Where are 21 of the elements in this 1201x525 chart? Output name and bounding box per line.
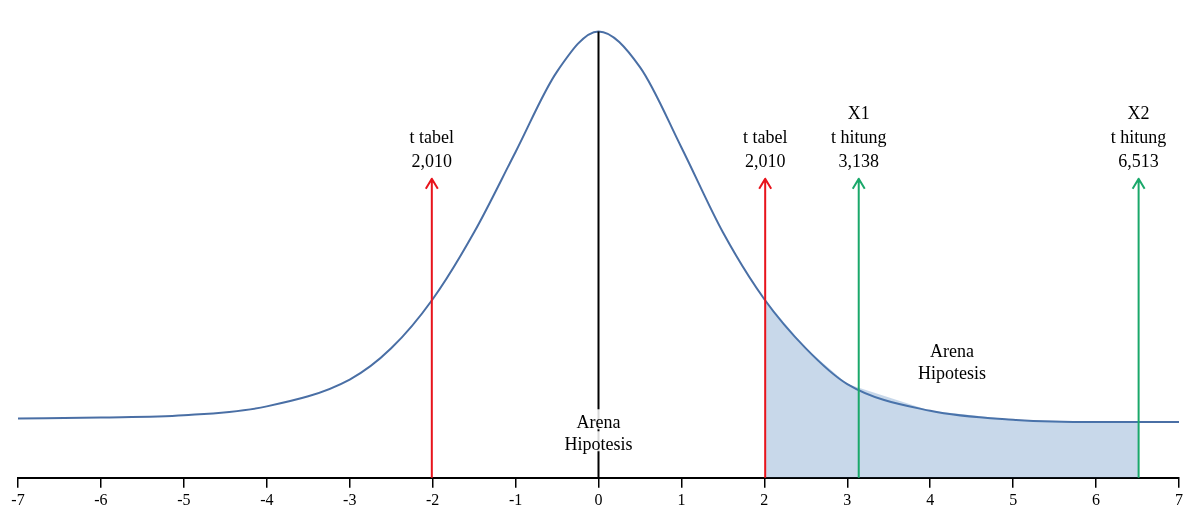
band-label: Arena Hipotesis xyxy=(917,341,986,384)
ref-line-label: t tabel 2,010 xyxy=(409,126,455,171)
ref-line-label: X1 t hitung 3,138 xyxy=(830,102,887,171)
x-tick-label: -4 xyxy=(260,490,274,508)
x-tick-label: 0 xyxy=(594,490,603,508)
x-tick-label: -2 xyxy=(425,490,440,508)
x-tick-label: -5 xyxy=(177,490,191,508)
annotation: Arena Hipotesis xyxy=(564,412,633,455)
x-tick-label: 4 xyxy=(926,490,935,508)
x-tick-label: 3 xyxy=(843,490,852,508)
x-tick-label: -1 xyxy=(508,490,523,508)
x-tick-label: -3 xyxy=(343,490,357,508)
ref-line-label: X2 t hitung 6,513 xyxy=(1110,102,1167,171)
x-tick-label: 2 xyxy=(760,490,769,508)
x-tick-label: 5 xyxy=(1009,490,1018,508)
x-tick-label: 7 xyxy=(1175,490,1183,508)
x-tick-label: 1 xyxy=(677,490,686,508)
x-tick-label: -6 xyxy=(94,490,108,508)
ref-line-label: t tabel 2,010 xyxy=(742,126,788,171)
x-tick-label: -7 xyxy=(11,490,25,508)
x-tick-label: 6 xyxy=(1092,490,1101,508)
